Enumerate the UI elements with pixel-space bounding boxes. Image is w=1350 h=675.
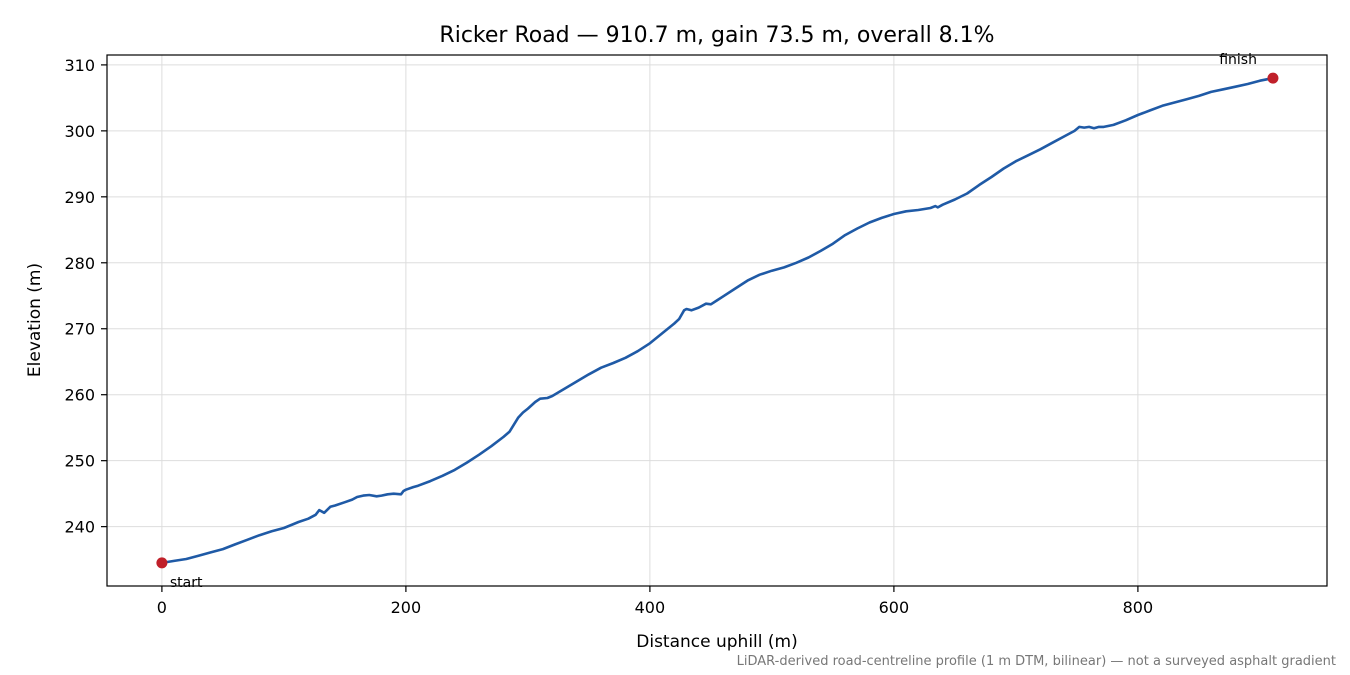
- x-axis-label: Distance uphill (m): [636, 632, 797, 652]
- elevation-profile-line: [160, 76, 1275, 565]
- x-tick-label: 400: [635, 598, 666, 617]
- y-tick-label: 300: [64, 122, 95, 141]
- footnote: LiDAR-derived road-centreline profile (1…: [737, 654, 1336, 669]
- y-tick-label: 270: [64, 320, 95, 339]
- chart-title: Ricker Road — 910.7 m, gain 73.5 m, over…: [439, 23, 994, 48]
- y-tick-label: 250: [64, 452, 95, 471]
- grid: [107, 55, 1327, 586]
- y-tick-label: 310: [64, 56, 95, 75]
- x-tick-label: 600: [879, 598, 910, 617]
- x-tick-label: 200: [391, 598, 422, 617]
- y-tick-label: 240: [64, 518, 95, 537]
- x-tick-label: 0: [157, 598, 167, 617]
- start-label: start: [170, 575, 203, 591]
- finish-label: finish: [1219, 52, 1257, 68]
- axis-ticks: 0 200 400 600 800 240 250 260 270 280 290 300 310: [64, 56, 1153, 617]
- plot-frame: [106, 54, 1328, 587]
- start-marker: [156, 557, 168, 569]
- y-tick-label: 260: [64, 386, 95, 405]
- x-tick-label: 800: [1123, 598, 1154, 617]
- finish-marker: [1267, 72, 1279, 84]
- y-tick-label: 280: [64, 254, 95, 273]
- y-tick-label: 290: [64, 188, 95, 207]
- markers: start finish: [156, 52, 1279, 591]
- y-axis-label: Elevation (m): [25, 263, 45, 377]
